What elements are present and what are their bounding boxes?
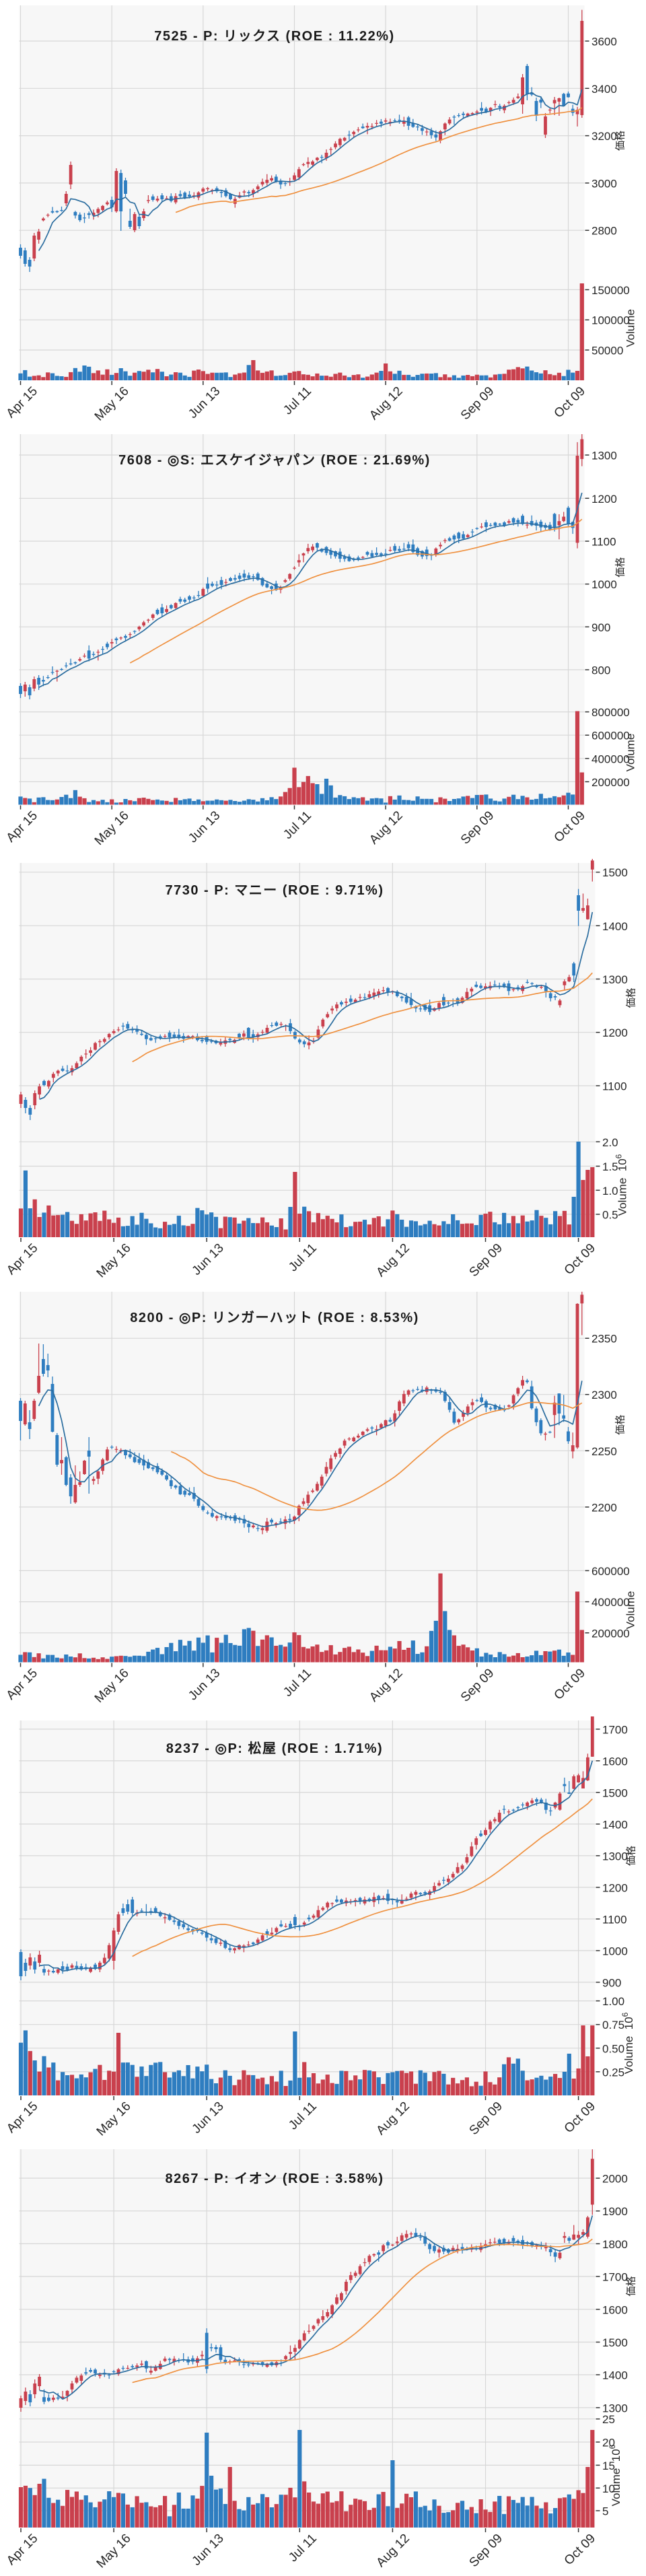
svg-text:価格: 価格 xyxy=(626,1846,637,1866)
svg-text:価格: 価格 xyxy=(615,1415,626,1435)
svg-text:7525 - P: リックス (ROE : 11.22%): 7525 - P: リックス (ROE : 11.22%) xyxy=(154,28,394,44)
svg-text:7608 - ◎S: エスケイジャパン (ROE : 21.: 7608 - ◎S: エスケイジャパン (ROE : 21.69%) xyxy=(118,452,431,468)
svg-text:Volume: Volume xyxy=(624,309,637,347)
svg-text:0.25: 0.25 xyxy=(602,2066,624,2079)
svg-text:1000: 1000 xyxy=(602,1945,628,1957)
svg-text:1200: 1200 xyxy=(602,1881,628,1894)
svg-text:7730 - P: マニー (ROE : 9.71%): 7730 - P: マニー (ROE : 9.71%) xyxy=(165,883,384,898)
svg-text:1700: 1700 xyxy=(602,2271,628,2284)
svg-text:Volume: Volume xyxy=(624,734,637,772)
svg-text:1400: 1400 xyxy=(602,1818,628,1831)
svg-text:1300: 1300 xyxy=(591,450,617,462)
svg-text:Volume 106: Volume 106 xyxy=(620,2012,635,2074)
svg-text:2350: 2350 xyxy=(591,1333,617,1346)
svg-text:2250: 2250 xyxy=(591,1445,617,1458)
svg-text:100000: 100000 xyxy=(591,314,630,327)
svg-text:400000: 400000 xyxy=(591,753,630,765)
svg-text:1800: 1800 xyxy=(602,2238,628,2251)
svg-text:1000: 1000 xyxy=(591,578,617,591)
svg-text:1100: 1100 xyxy=(591,536,616,549)
svg-text:Volume 106: Volume 106 xyxy=(608,2444,622,2506)
svg-text:2000: 2000 xyxy=(602,2173,628,2186)
svg-text:1.00: 1.00 xyxy=(602,1995,624,2008)
svg-text:2.0: 2.0 xyxy=(602,1136,618,1149)
svg-text:0.50: 0.50 xyxy=(602,2042,624,2055)
svg-text:1200: 1200 xyxy=(602,1026,628,1039)
svg-text:400000: 400000 xyxy=(591,1596,630,1609)
svg-text:1900: 1900 xyxy=(602,2205,628,2218)
svg-text:25: 25 xyxy=(602,2413,615,2426)
svg-text:3600: 3600 xyxy=(591,36,617,48)
svg-text:1600: 1600 xyxy=(602,1755,628,1768)
svg-text:5: 5 xyxy=(602,2505,608,2518)
svg-text:価格: 価格 xyxy=(615,557,626,578)
svg-text:1.0: 1.0 xyxy=(602,1185,618,1197)
svg-text:200000: 200000 xyxy=(591,1627,630,1640)
svg-text:1300: 1300 xyxy=(602,2402,628,2414)
svg-text:8267 - P: イオン (ROE : 3.58%): 8267 - P: イオン (ROE : 3.58%) xyxy=(165,2171,384,2186)
svg-text:1600: 1600 xyxy=(602,2303,628,2316)
svg-text:3000: 3000 xyxy=(591,177,617,190)
svg-text:1500: 1500 xyxy=(602,2336,628,2349)
svg-text:価格: 価格 xyxy=(626,987,637,1008)
svg-text:600000: 600000 xyxy=(591,1565,630,1578)
svg-text:2800: 2800 xyxy=(591,225,617,238)
svg-text:1500: 1500 xyxy=(602,1786,628,1799)
svg-text:1300: 1300 xyxy=(602,973,628,986)
svg-text:600000: 600000 xyxy=(591,730,630,742)
svg-text:50000: 50000 xyxy=(591,345,623,357)
svg-text:150000: 150000 xyxy=(591,284,630,297)
svg-text:0.5: 0.5 xyxy=(602,1209,618,1222)
svg-text:1200: 1200 xyxy=(591,493,617,506)
svg-text:1300: 1300 xyxy=(602,1850,628,1863)
svg-text:20: 20 xyxy=(602,2437,615,2449)
svg-text:Volume: Volume xyxy=(624,1591,637,1630)
svg-text:1500: 1500 xyxy=(602,866,628,879)
svg-text:15: 15 xyxy=(602,2460,615,2472)
svg-text:2200: 2200 xyxy=(591,1501,617,1514)
svg-text:3400: 3400 xyxy=(591,83,617,96)
svg-text:0.75: 0.75 xyxy=(602,2019,624,2031)
svg-text:200000: 200000 xyxy=(591,776,630,789)
svg-text:Volume 106: Volume 106 xyxy=(614,1154,629,1216)
svg-text:価格: 価格 xyxy=(626,2276,637,2296)
svg-text:1100: 1100 xyxy=(602,1913,627,1926)
svg-text:1100: 1100 xyxy=(602,1080,627,1093)
svg-text:1.5: 1.5 xyxy=(602,1160,618,1173)
svg-text:8200 - ◎P: リンガーハット (ROE : 8.53: 8200 - ◎P: リンガーハット (ROE : 8.53%) xyxy=(130,1310,419,1325)
svg-text:1700: 1700 xyxy=(602,1723,628,1736)
svg-text:8237 - ◎P: 松屋 (ROE : 1.71%): 8237 - ◎P: 松屋 (ROE : 1.71%) xyxy=(166,1741,383,1756)
svg-text:2300: 2300 xyxy=(591,1389,617,1401)
svg-text:10: 10 xyxy=(602,2482,615,2495)
svg-text:900: 900 xyxy=(602,1976,621,1989)
svg-text:3200: 3200 xyxy=(591,130,617,143)
svg-text:価格: 価格 xyxy=(615,131,626,151)
svg-text:1400: 1400 xyxy=(602,2369,628,2382)
svg-text:800: 800 xyxy=(591,664,610,677)
svg-text:1400: 1400 xyxy=(602,920,628,933)
svg-text:900: 900 xyxy=(591,621,610,634)
svg-text:800000: 800000 xyxy=(591,706,630,719)
